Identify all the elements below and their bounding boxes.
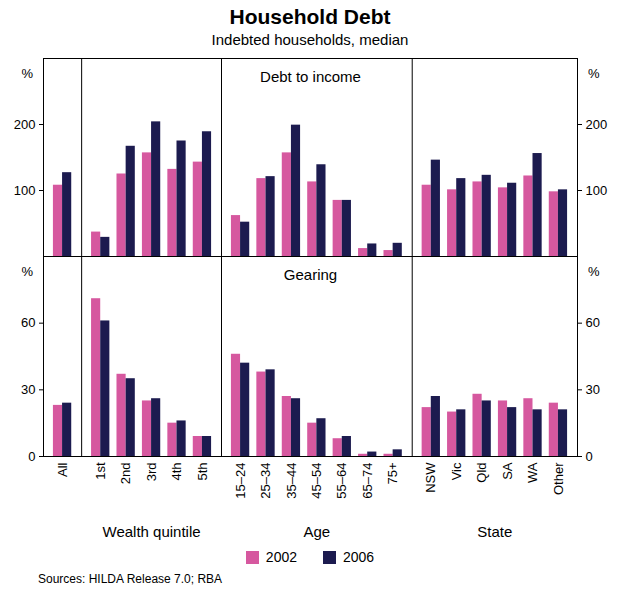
svg-text:NSW: NSW <box>423 462 438 493</box>
svg-text:45–54: 45–54 <box>309 463 324 499</box>
svg-text:Gearing: Gearing <box>284 266 337 283</box>
svg-text:55–64: 55–64 <box>334 463 349 499</box>
svg-text:%: % <box>588 264 600 279</box>
svg-text:Vic: Vic <box>449 462 464 480</box>
svg-text:75+: 75+ <box>385 463 400 485</box>
svg-text:25–34: 25–34 <box>258 463 273 499</box>
svg-text:0: 0 <box>586 449 593 464</box>
svg-text:100: 100 <box>586 183 608 198</box>
svg-text:Wealth quintile: Wealth quintile <box>103 523 201 540</box>
svg-text:60: 60 <box>21 315 35 330</box>
svg-text:100: 100 <box>14 183 36 198</box>
svg-text:60: 60 <box>586 315 600 330</box>
html-text:Indebted households, median: Indebted households, median <box>211 31 409 48</box>
svg-text:30: 30 <box>21 382 35 397</box>
svg-text:All: All <box>55 462 70 477</box>
svg-text:200: 200 <box>14 117 36 132</box>
svg-text:Qld: Qld <box>474 463 489 483</box>
svg-text:15–24: 15–24 <box>233 463 248 499</box>
html-text:2002: 2002 <box>265 549 297 565</box>
html-text:2006: 2006 <box>343 549 375 565</box>
svg-text:1st: 1st <box>93 462 108 480</box>
svg-text:Age: Age <box>304 523 331 540</box>
svg-text:Other: Other <box>551 462 566 495</box>
svg-text:65–74: 65–74 <box>360 463 375 499</box>
svg-text:WA: WA <box>525 462 540 483</box>
svg-text:%: % <box>22 66 34 81</box>
svg-text:Debt to income: Debt to income <box>260 68 361 85</box>
svg-text:SA: SA <box>500 462 515 480</box>
svg-text:30: 30 <box>586 382 600 397</box>
svg-text:State: State <box>477 523 512 540</box>
svg-text:%: % <box>22 264 34 279</box>
svg-text:5th: 5th <box>195 463 210 481</box>
html-text:Sources: HILDA Release 7.0; RB: Sources: HILDA Release 7.0; RBA <box>38 572 223 586</box>
svg-text:0: 0 <box>28 449 35 464</box>
svg-text:%: % <box>588 66 600 81</box>
svg-text:200: 200 <box>586 117 608 132</box>
svg-text:2nd: 2nd <box>118 463 133 485</box>
svg-text:35–44: 35–44 <box>284 463 299 499</box>
html-text:Household Debt: Household Debt <box>229 5 391 28</box>
svg-text:3rd: 3rd <box>144 463 159 482</box>
svg-text:4th: 4th <box>169 463 184 481</box>
